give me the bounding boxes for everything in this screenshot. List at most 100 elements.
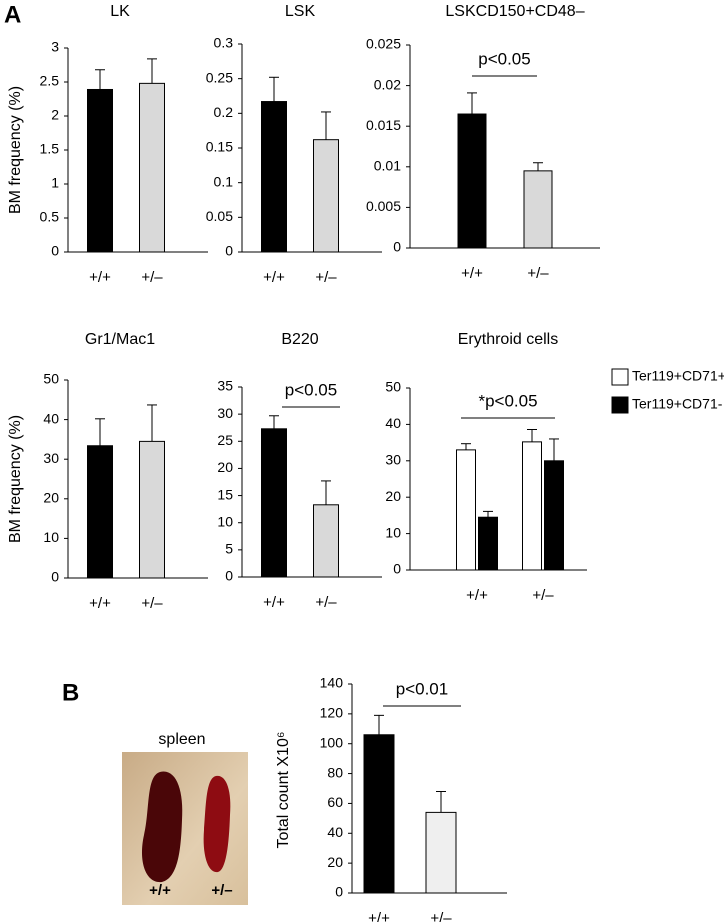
error-bar (269, 76, 279, 102)
y-tick-label: 40 (43, 410, 59, 426)
x-tick-label: +/– (430, 910, 452, 922)
x-tick-label: +/+ (89, 269, 111, 286)
x-tick-label: +/– (315, 269, 337, 286)
error-bar (321, 480, 331, 505)
y-tick-label: 0 (51, 569, 59, 585)
y-tick-label: 20 (327, 854, 343, 870)
y-tick-label: 30 (385, 452, 401, 468)
y-tick-label: 0.005 (366, 198, 401, 214)
y-tick-label: 40 (327, 824, 343, 840)
x-tick-label: +/– (141, 595, 163, 612)
y-tick-label: 0.01 (374, 158, 401, 174)
x-tick-label: +/+ (89, 595, 111, 612)
x-tick-label: +/+ (466, 587, 488, 604)
x-tick-label: +/– (141, 269, 163, 286)
spleen-photo: spleen +/+ +/– (122, 731, 248, 905)
y-tick-label: 80 (327, 764, 343, 780)
bar (522, 441, 542, 571)
y-tick-label: 0 (335, 884, 343, 900)
chart-title: LK (110, 3, 130, 20)
annotation: p<0.05 (285, 380, 337, 399)
y-tick-label: 2 (51, 107, 59, 123)
y-tick-label: 15 (217, 486, 233, 502)
x-tick-label: +/– (527, 265, 549, 282)
y-tick-label: 30 (43, 450, 59, 466)
y-tick-label: 0 (225, 243, 233, 259)
error-bar (95, 418, 105, 446)
bar (313, 504, 339, 578)
y-tick-label: 0.02 (374, 76, 401, 92)
legend-swatch (611, 368, 629, 386)
error-bar (461, 443, 471, 450)
y-tick-label: 120 (320, 705, 344, 721)
bar (425, 811, 457, 894)
spleen-wt (142, 771, 183, 883)
y-tick-label: 20 (217, 459, 233, 475)
x-tick-label: +/+ (263, 269, 285, 286)
y-tick-label: 20 (43, 490, 59, 506)
chart-title: LSKCD150+CD48– (445, 3, 584, 20)
y-tick-label: 0.1 (214, 173, 234, 189)
bar (544, 460, 564, 571)
chart: LSK 0 0.05 0.1 0.15 0.2 0.25 0.3 +/+ +/– (206, 3, 382, 286)
annotation: p<0.01 (396, 679, 448, 698)
x-tick-label: +/– (315, 594, 337, 611)
bar (363, 734, 395, 894)
x-tick-label: +/+ (263, 594, 285, 611)
x-tick-label: +/+ (368, 910, 390, 922)
bar (313, 139, 339, 253)
error-bar (483, 510, 493, 518)
y-tick-label: 0.025 (366, 36, 401, 52)
bar (87, 88, 113, 253)
error-bar (467, 92, 477, 115)
x-tick-label: +/– (532, 587, 554, 604)
y-tick-label: 40 (385, 415, 401, 431)
photo-label: +/+ (149, 882, 171, 899)
error-bar (436, 790, 446, 813)
bar (139, 82, 165, 253)
y-tick-label: 5 (225, 541, 233, 557)
error-bar (321, 111, 331, 140)
y-axis-label: Total count X10⁶ (275, 732, 292, 849)
chart: LK BM frequency (%) 0 0.5 1 1.5 2 2.5 3 +/+ +/– (7, 3, 208, 286)
error-bar (374, 714, 384, 735)
error-bar (269, 415, 279, 429)
y-axis-label: BM frequency (%) (7, 86, 24, 214)
legend-swatch (611, 396, 629, 414)
annotation: *p<0.05 (478, 391, 537, 410)
panel-label: B (62, 679, 79, 706)
y-tick-label: 10 (217, 513, 233, 529)
chart-title: Gr1/Mac1 (85, 331, 155, 348)
panel-label: A (4, 1, 21, 28)
y-tick-label: 140 (320, 675, 344, 691)
error-bar (533, 162, 543, 171)
y-tick-label: 0 (393, 239, 401, 255)
bar (523, 170, 553, 249)
y-tick-label: 0 (51, 243, 59, 259)
y-tick-label: 0 (393, 561, 401, 577)
y-tick-label: 50 (385, 379, 401, 395)
y-tick-label: 35 (217, 378, 233, 394)
photo-label: +/– (211, 882, 232, 899)
error-bar (147, 58, 157, 84)
y-tick-label: 20 (385, 488, 401, 504)
bar (261, 101, 287, 253)
y-tick-label: 0.05 (206, 208, 233, 224)
error-bar (527, 428, 537, 442)
y-tick-label: 100 (320, 734, 344, 750)
y-tick-label: 10 (385, 524, 401, 540)
legend-label: Ter119+CD71- (632, 396, 723, 412)
y-axis-label: BM frequency (%) (7, 415, 24, 543)
bar (87, 445, 113, 579)
chart-title: Erythroid cells (458, 331, 558, 348)
y-tick-label: 0.2 (214, 104, 234, 120)
bar (457, 113, 487, 249)
y-tick-label: 3 (51, 39, 59, 55)
chart: Erythroid cells 0 10 20 30 40 50 +/+ +/– Ter119+C… (385, 331, 724, 604)
y-tick-label: 10 (43, 529, 59, 545)
chart: Total count X10⁶ 0 20 40 60 80 100 120 140 +/+ +/–… (275, 675, 507, 922)
spleen-het (203, 775, 231, 873)
x-tick-label: +/+ (461, 265, 483, 282)
bar (139, 440, 165, 579)
annotation: p<0.05 (478, 49, 530, 68)
